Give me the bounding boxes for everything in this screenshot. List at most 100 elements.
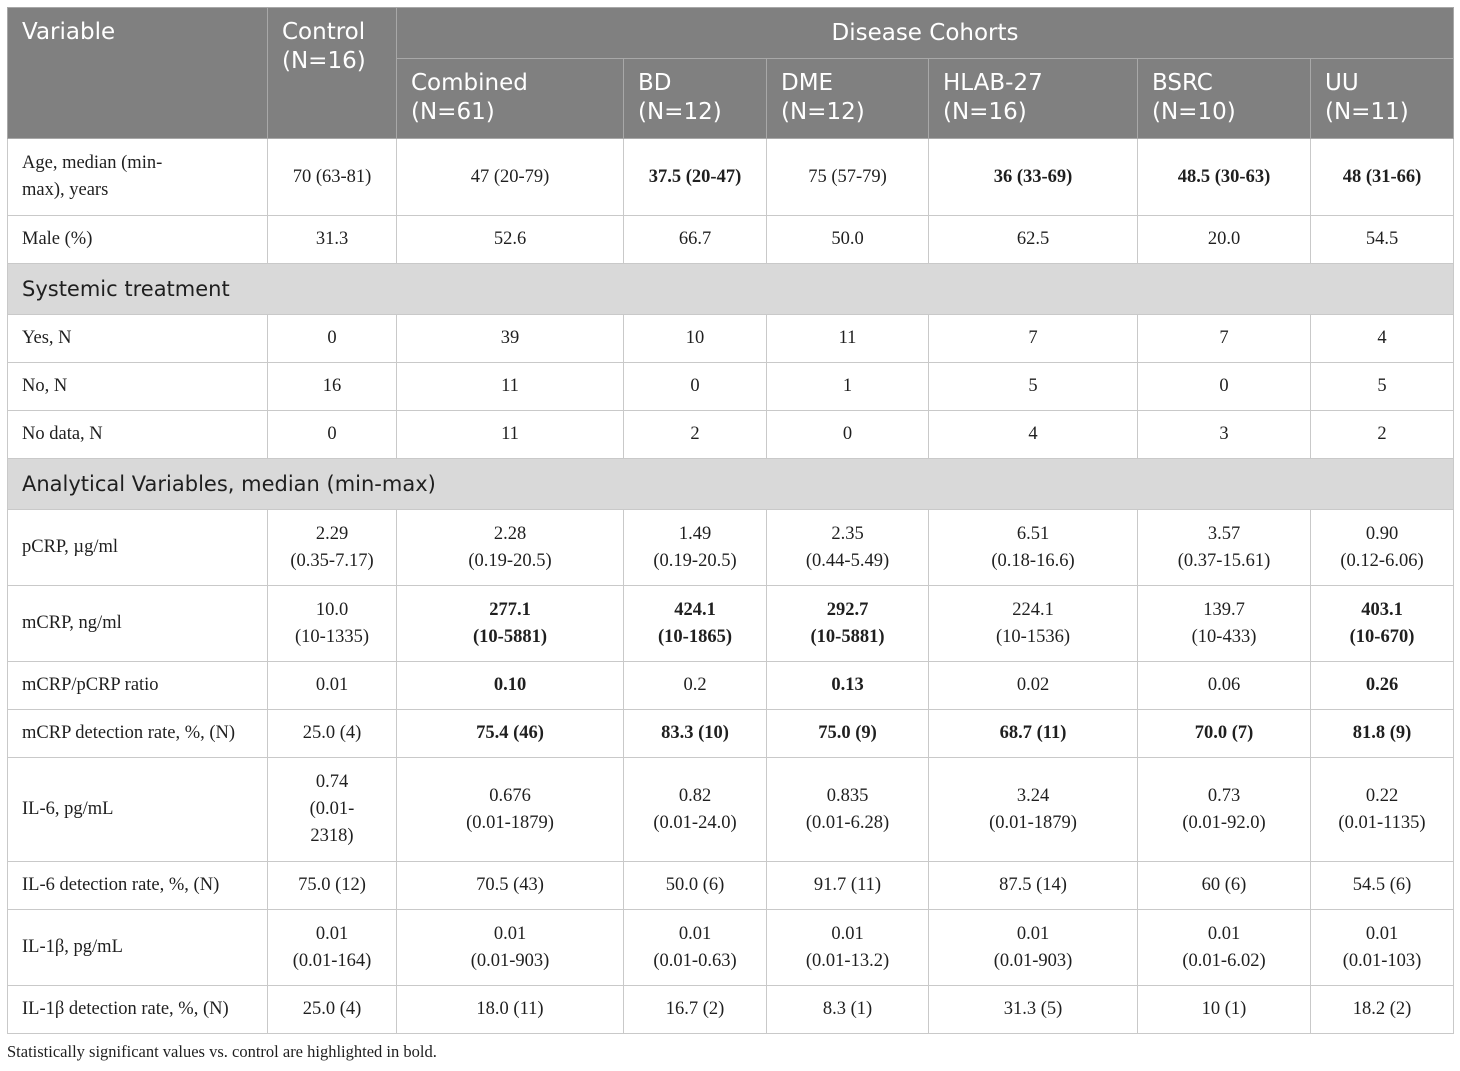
cell: 48.5 (30-63) [1137,138,1311,216]
cell: 87.5 (14) [928,861,1138,910]
section-title: Analytical Variables, median (min-max) [6,458,1455,510]
cell: 0.74 (0.01- 2318) [267,757,397,862]
cell: 0.676 (0.01-1879) [396,757,624,862]
cell: 403.1 (10-670) [1309,585,1455,662]
cell: 60 (6) [1137,861,1311,910]
row-label: IL-1β detection rate, %, (N) [7,985,268,1034]
row-label: IL-6 detection rate, %, (N) [7,861,268,910]
cell: 36 (33-69) [928,138,1138,216]
cell: 5 [928,362,1138,411]
cell: 4 [928,410,1138,459]
cell: 54.5 (6) [1309,861,1455,910]
cell: 0.73 (0.01-92.0) [1137,757,1311,862]
cell: 91.7 (11) [766,861,929,910]
cell: 75.0 (12) [267,861,397,910]
row-label: mCRP detection rate, %, (N) [7,709,268,758]
row-label: mCRP, ng/ml [7,585,268,662]
row-label: IL-6, pg/mL [7,757,268,862]
cell: 7 [1137,314,1311,363]
cell: 0 [1137,362,1311,411]
cell: 0.01 (0.01-903) [928,909,1138,986]
cell: 70 (63-81) [267,138,397,216]
cell: 3.24 (0.01-1879) [928,757,1138,862]
cell: 50.0 [766,215,929,264]
cell: 52.6 [396,215,624,264]
cell: 11 [396,362,624,411]
cell: 6.51 (0.18-16.6) [928,509,1138,586]
cell: 292.7 (10-5881) [766,585,929,662]
header-cohort-combined: Combined (N=61) [396,58,624,139]
row-label: pCRP, µg/ml [7,509,268,586]
cell: 0.01 (0.01-13.2) [766,909,929,986]
cell: 8.3 (1) [766,985,929,1034]
row-label: Age, median (min-max), years [7,138,268,216]
cell: 70.5 (43) [396,861,624,910]
table-row-age: Age, median (min-max), years 70 (63-81) … [7,138,1455,216]
cell: 2 [1309,410,1455,459]
cell: 37.5 (20-47) [623,138,767,216]
cell: 5 [1309,362,1455,411]
table-row-il1b: IL-1β, pg/mL 0.01 (0.01-164) 0.01 (0.01-90… [7,909,1455,986]
cell: 18.2 (2) [1309,985,1455,1034]
cell: 0.82 (0.01-24.0) [623,757,767,862]
table-row-mcrp-detection-rate: mCRP detection rate, %, (N) 25.0 (4) 75.… [7,709,1455,758]
cell: 10.0 (10-1335) [267,585,397,662]
cell: 81.8 (9) [1309,709,1455,758]
cell: 47 (20-79) [396,138,624,216]
cell: 11 [766,314,929,363]
cell: 277.1 (10-5881) [396,585,624,662]
table-footnote: Statistically significant values vs. con… [7,1042,437,1061]
cell: 50.0 (6) [623,861,767,910]
header-cohort-hlab27: HLAB-27 (N=16) [928,58,1138,139]
table-row-pcrp: pCRP, µg/ml 2.29 (0.35-7.17) 2.28 (0.19-20… [7,509,1455,586]
cell: 11 [396,410,624,459]
cell: 25.0 (4) [267,985,397,1034]
section-row-systemic-treatment: Systemic treatment [6,263,1455,315]
cell: 1.49 (0.19-20.5) [623,509,767,586]
cell: 75.4 (46) [396,709,624,758]
header-cohort-bsrc: BSRC (N=10) [1137,58,1311,139]
cell: 20.0 [1137,215,1311,264]
cell: 0.02 [928,661,1138,710]
cell: 16.7 (2) [623,985,767,1034]
cell: 0.835 (0.01-6.28) [766,757,929,862]
table-row-male: Male (%) 31.3 52.6 66.7 50.0 62.5 20.0 5… [7,215,1455,264]
section-title: Systemic treatment [6,263,1455,315]
cell: 0.01 [267,661,397,710]
cell: 0 [267,314,397,363]
table-row-ratio: mCRP/pCRP ratio 0.01 0.10 0.2 0.13 0.02 … [7,661,1455,710]
cell: 68.7 (11) [928,709,1138,758]
cell: 0.01 (0.01-6.02) [1137,909,1311,986]
row-label: Yes, N [7,314,268,363]
cell: 75.0 (9) [766,709,929,758]
cell: 10 (1) [1137,985,1311,1034]
header-control-name: Control [282,19,366,45]
table-row-il1b-detection-rate: IL-1β detection rate, %, (N) 25.0 (4) 18… [7,985,1455,1034]
cell: 0.01 (0.01-903) [396,909,624,986]
cell: 83.3 (10) [623,709,767,758]
cell: 31.3 [267,215,397,264]
header-control: Control (N=16) [267,7,397,139]
cell: 0.22 (0.01-1135) [1309,757,1455,862]
table-row-no: No, N 16 11 0 1 5 0 5 [7,362,1455,411]
cell: 75 (57-79) [766,138,929,216]
table-row-yes: Yes, N 0 39 10 11 7 7 4 [7,314,1455,363]
results-table-container: Variable Control (N=16) Disease Cohorts C… [6,7,1455,1034]
cell: 48 (31-66) [1309,138,1455,216]
cell: 0.01 (0.01-0.63) [623,909,767,986]
header-disease-cohorts: Disease Cohorts [395,7,1455,59]
cell: 3 [1137,410,1311,459]
table-row-il6: IL-6, pg/mL 0.74 (0.01- 2318) 0.676 (0.01-1… [7,757,1455,862]
cell: 0.01 (0.01-103) [1309,909,1455,986]
cell: 2.35 (0.44-5.49) [766,509,929,586]
row-label: mCRP/pCRP ratio [7,661,268,710]
cell: 0 [766,410,929,459]
row-label: No, N [7,362,268,411]
cell: 0 [623,362,767,411]
cell: 3.57 (0.37-15.61) [1137,509,1311,586]
cell: 0.10 [396,661,624,710]
cell: 62.5 [928,215,1138,264]
cell: 18.0 (11) [396,985,624,1034]
table-row-no-data: No data, N 0 11 2 0 4 3 2 [7,410,1455,459]
row-label: IL-1β, pg/mL [7,909,268,986]
